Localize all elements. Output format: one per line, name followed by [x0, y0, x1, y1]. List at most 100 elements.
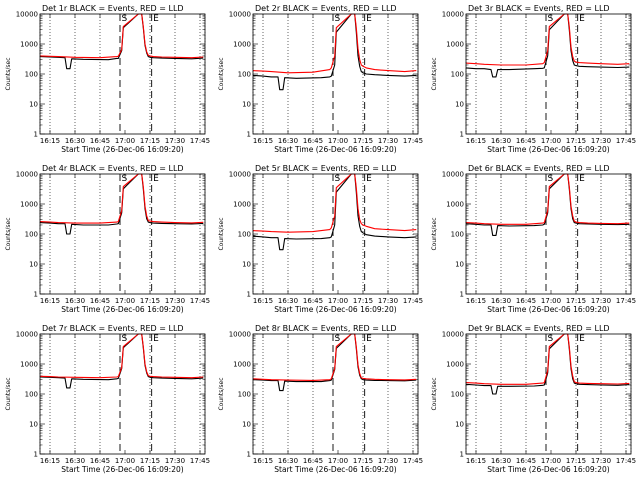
x-tick-label: 16:15 — [40, 137, 60, 145]
chart-title: Det 5r BLACK = Events, RED = LLD — [255, 164, 397, 173]
y-tick-label: 1 — [34, 451, 38, 459]
x-tick-label: 16:30 — [278, 457, 298, 465]
x-tick-label: 17:00 — [115, 297, 135, 305]
x-tick-label: 17:00 — [328, 457, 348, 465]
y-tick-label: 1 — [34, 291, 38, 299]
event-marker-label: E — [579, 334, 585, 344]
y-tick-label: 100 — [25, 71, 38, 79]
subplot: Det 7r BLACK = Events, RED = LLD Counts/s… — [5, 324, 210, 474]
x-tick-label: 16:45 — [90, 297, 110, 305]
y-tick-label: 100 — [238, 231, 251, 239]
subplot: Det 8r BLACK = Events, RED = LLD Counts/s… — [218, 324, 423, 474]
chart-title: Det 6r BLACK = Events, RED = LLD — [468, 164, 610, 173]
y-tick-label: 10000 — [442, 171, 464, 179]
y-tick-label: 10000 — [442, 11, 464, 19]
y-tick-label: 1 — [460, 291, 464, 299]
y-tick-label: 10000 — [229, 171, 251, 179]
x-tick-label: 16:15 — [40, 457, 60, 465]
x-tick-label: 17:45 — [190, 297, 210, 305]
x-tick-label: 17:00 — [328, 297, 348, 305]
x-tick-label: 16:15 — [253, 297, 273, 305]
x-tick-label: 16:15 — [466, 457, 486, 465]
y-tick-label: 1 — [247, 131, 251, 139]
x-tick-label: 17:00 — [328, 137, 348, 145]
x-tick-label: 16:30 — [491, 457, 511, 465]
x-tick-label: 17:15 — [140, 457, 160, 465]
y-tick-label: 10 — [455, 421, 464, 429]
x-tick-label: 16:45 — [303, 137, 323, 145]
y-tick-label: 10000 — [16, 11, 38, 19]
y-axis-label: Counts/sec — [5, 217, 12, 250]
x-tick-label: 17:30 — [165, 297, 185, 305]
x-tick-label: 17:00 — [541, 457, 561, 465]
y-tick-label: 1 — [247, 291, 251, 299]
y-tick-label: 1000 — [446, 361, 464, 369]
y-tick-label: 10 — [242, 421, 251, 429]
x-axis-label: Start Time (26-Dec-06 16:09:20) — [487, 145, 609, 154]
y-tick-label: 100 — [25, 231, 38, 239]
y-tick-label: 10000 — [16, 171, 38, 179]
chart-title: Det 4r BLACK = Events, RED = LLD — [42, 164, 184, 173]
event-marker-label: S — [335, 334, 341, 344]
y-tick-label: 1000 — [233, 201, 251, 209]
chart-title: Det 1r BLACK = Events, RED = LLD — [42, 4, 184, 13]
y-tick-label: 100 — [25, 391, 38, 399]
x-tick-label: 17:30 — [378, 297, 398, 305]
plot-frame — [252, 13, 419, 135]
x-axis-label: Start Time (26-Dec-06 16:09:20) — [487, 305, 609, 314]
y-tick-label: 10 — [29, 421, 38, 429]
y-axis-label: Counts/sec — [218, 57, 225, 90]
x-tick-label: 17:00 — [115, 457, 135, 465]
x-tick-label: 17:45 — [616, 137, 636, 145]
event-marker-label: S — [548, 334, 554, 344]
event-marker-label: E — [366, 174, 372, 184]
subplot: Det 5r BLACK = Events, RED = LLD Counts/s… — [218, 164, 423, 314]
x-tick-label: 17:45 — [190, 137, 210, 145]
y-axis-label: Counts/sec — [431, 377, 438, 410]
y-tick-label: 1000 — [233, 361, 251, 369]
chart-title: Det 2r BLACK = Events, RED = LLD — [255, 4, 397, 13]
plot-frame — [39, 13, 206, 135]
y-tick-label: 1000 — [446, 41, 464, 49]
subplot: Det 9r BLACK = Events, RED = LLD Counts/s… — [431, 324, 636, 474]
x-axis-label: Start Time (26-Dec-06 16:09:20) — [274, 145, 396, 154]
y-tick-label: 100 — [238, 391, 251, 399]
y-tick-label: 1000 — [20, 361, 38, 369]
x-tick-label: 17:00 — [115, 137, 135, 145]
y-tick-label: 1 — [34, 131, 38, 139]
x-tick-label: 17:15 — [140, 297, 160, 305]
y-tick-label: 10 — [455, 101, 464, 109]
y-tick-label: 10000 — [229, 11, 251, 19]
plot-frame — [465, 173, 632, 295]
x-axis-label: Start Time (26-Dec-06 16:09:20) — [274, 305, 396, 314]
x-tick-label: 17:45 — [403, 457, 423, 465]
y-tick-label: 100 — [451, 391, 464, 399]
y-axis-label: Counts/sec — [218, 377, 225, 410]
event-marker-label: E — [579, 14, 585, 24]
x-tick-label: 16:15 — [40, 297, 60, 305]
x-tick-label: 16:30 — [278, 297, 298, 305]
event-marker-label: S — [548, 14, 554, 24]
x-tick-label: 16:45 — [303, 297, 323, 305]
event-marker-label: S — [335, 174, 341, 184]
x-tick-label: 17:30 — [591, 137, 611, 145]
x-tick-label: 17:30 — [165, 137, 185, 145]
y-axis-label: Counts/sec — [5, 377, 12, 410]
plot-frame — [465, 333, 632, 455]
y-tick-label: 10 — [242, 101, 251, 109]
x-tick-label: 17:15 — [353, 137, 373, 145]
x-tick-label: 17:15 — [566, 457, 586, 465]
x-axis-label: Start Time (26-Dec-06 16:09:20) — [61, 145, 183, 154]
x-tick-label: 17:15 — [566, 137, 586, 145]
event-marker-label: S — [548, 174, 554, 184]
x-tick-label: 17:15 — [140, 137, 160, 145]
event-marker-label: S — [122, 334, 128, 344]
y-tick-label: 10 — [242, 261, 251, 269]
chart-title: Det 7r BLACK = Events, RED = LLD — [42, 324, 184, 333]
x-tick-label: 17:30 — [378, 457, 398, 465]
y-tick-label: 100 — [238, 71, 251, 79]
y-tick-label: 1000 — [20, 201, 38, 209]
x-tick-label: 16:45 — [516, 137, 536, 145]
subplot: Det 3r BLACK = Events, RED = LLD Counts/s… — [431, 4, 636, 154]
